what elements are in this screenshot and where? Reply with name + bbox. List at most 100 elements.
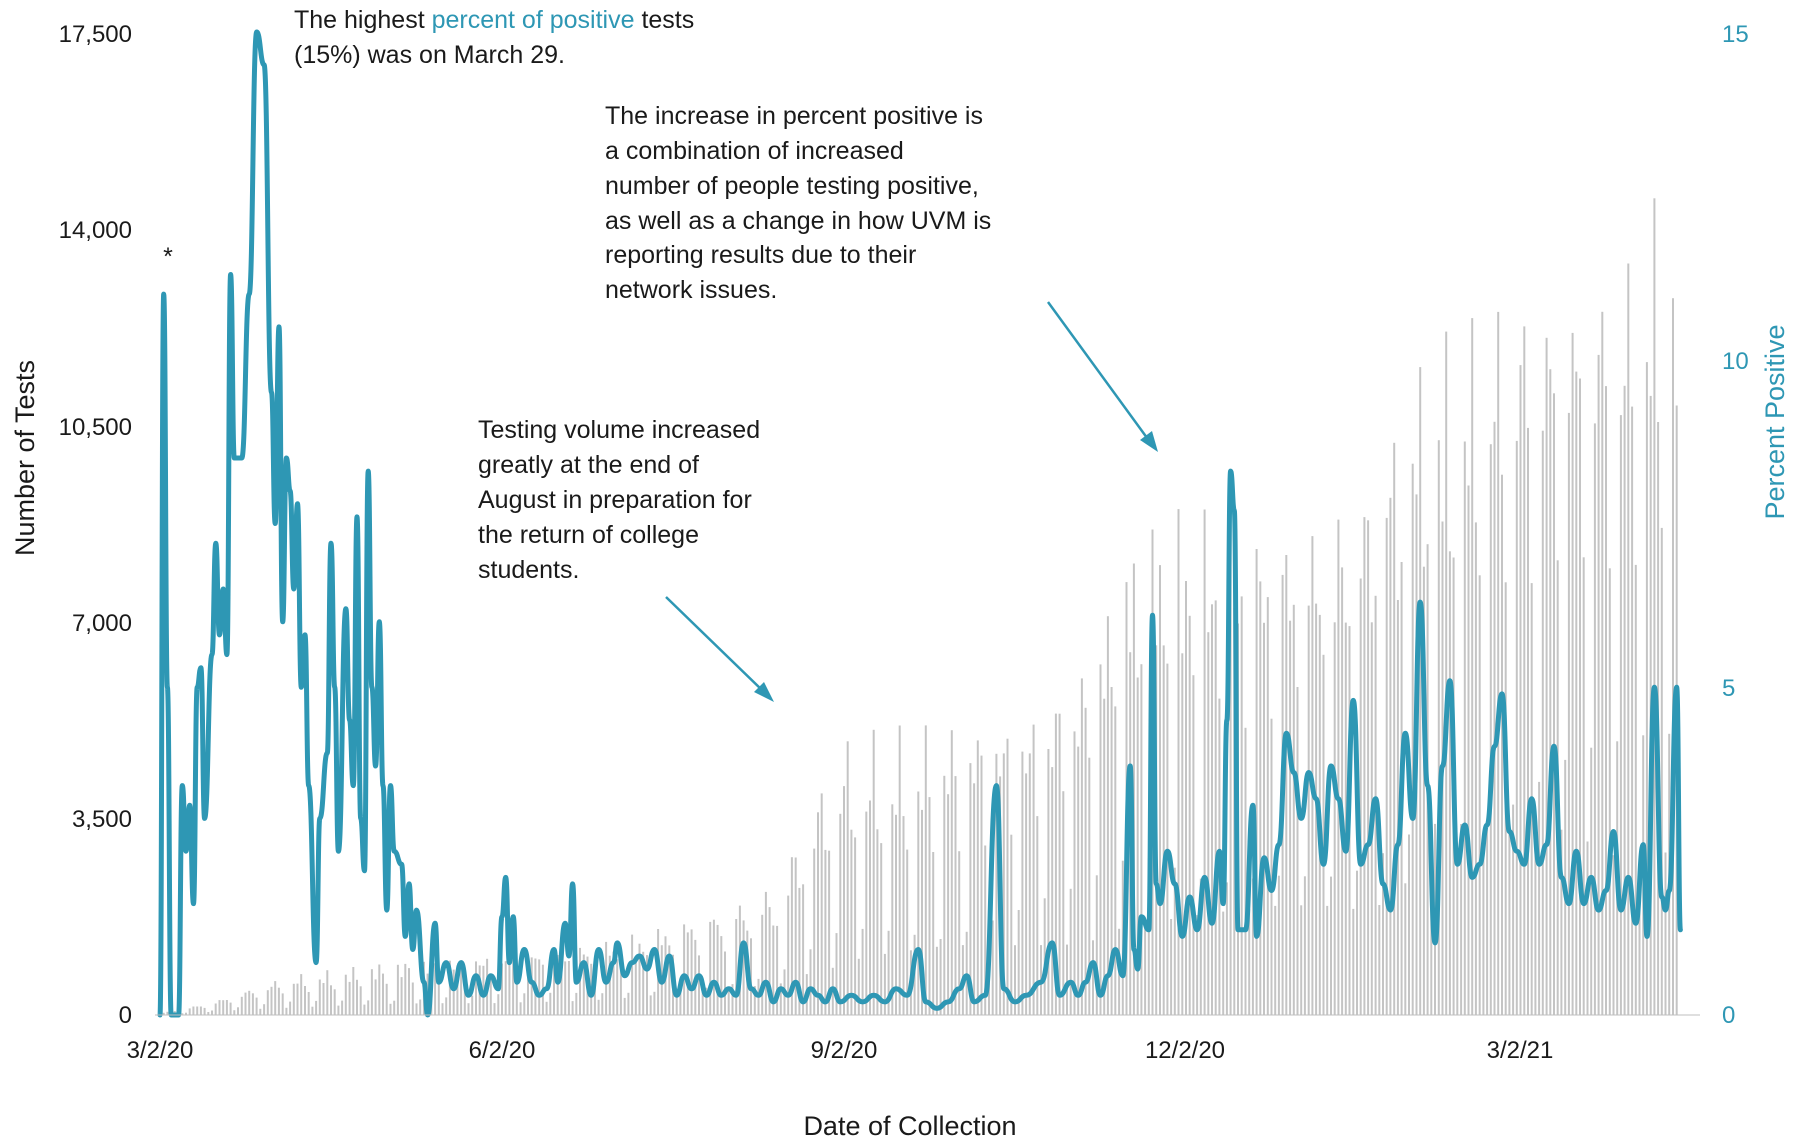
tests-bar — [1422, 566, 1425, 1015]
tests-bar — [1292, 604, 1295, 1015]
tests-bar — [1140, 664, 1143, 1015]
tests-bar — [382, 973, 384, 1015]
tests-bar — [880, 843, 883, 1015]
tests-bar — [203, 1007, 206, 1015]
tests-bar — [1638, 865, 1641, 1015]
tests-bar — [192, 1006, 195, 1015]
tests-bar — [750, 938, 752, 1015]
tests-bar — [396, 964, 399, 1015]
tests-bar — [1404, 883, 1407, 1015]
tests-bar — [515, 969, 518, 1015]
tests-bar — [318, 979, 321, 1015]
tests-bar — [229, 1002, 232, 1015]
tests-bar — [1512, 804, 1515, 1015]
tests-bar — [843, 786, 845, 1015]
tests-bar — [564, 961, 567, 1015]
tests-bar — [497, 994, 500, 1015]
tests-bar — [1058, 713, 1061, 1015]
tests-bar — [1188, 615, 1191, 1015]
tests-bar — [794, 857, 797, 1015]
tests-bar — [1382, 853, 1384, 1015]
tests-bar — [1519, 365, 1522, 1016]
tests-bar — [1170, 919, 1173, 1015]
tests-bar — [1344, 622, 1347, 1015]
tests-bar — [482, 965, 485, 1015]
tests-bar — [1274, 905, 1277, 1015]
tests-bar — [214, 1003, 217, 1015]
tests-bar — [560, 956, 563, 1015]
tests-bar — [969, 763, 972, 1015]
left-axis: 0 3,500 7,000 10,500 14,000 17,500 — [59, 21, 132, 1029]
tests-bar — [311, 1006, 314, 1015]
tests-bar — [921, 809, 923, 1015]
tests-bar — [538, 959, 541, 1015]
annotation-volume-line: August in preparation for — [478, 486, 752, 514]
tests-bar — [898, 725, 901, 1015]
tests-bar — [779, 983, 782, 1015]
tests-bar — [683, 924, 686, 1015]
annotation-arrow-volume — [665, 596, 765, 693]
annotation-highest: The highest percent of positive tests — [294, 6, 694, 34]
tests-bar — [724, 951, 726, 1015]
tests-bar — [1062, 791, 1065, 1015]
tests-bar — [1378, 905, 1381, 1015]
tests-bar — [1207, 632, 1210, 1015]
tests-bar — [222, 1000, 225, 1015]
tests-bar — [850, 829, 853, 1015]
tests-bar — [1251, 878, 1254, 1015]
tests-bar — [322, 983, 325, 1015]
tests-bar — [761, 914, 764, 1015]
x-tick-label: 3/2/20 — [127, 1037, 194, 1064]
tests-bar — [1010, 834, 1013, 1015]
tests-bar — [263, 1004, 266, 1015]
tests-bar — [1333, 622, 1336, 1015]
tests-bar — [1486, 828, 1489, 1015]
tests-bar — [813, 848, 816, 1015]
asterisk-marker: * — [163, 243, 173, 271]
tests-bar — [1192, 675, 1195, 1015]
tests-bar — [434, 963, 437, 1015]
annotation-increase-line: reporting results due to their — [605, 241, 916, 269]
tests-bar — [928, 797, 931, 1015]
tests-bar — [1396, 600, 1399, 1015]
x-tick-label: 6/2/20 — [469, 1037, 536, 1064]
tests-bar — [1159, 565, 1161, 1015]
tests-bar — [460, 960, 463, 1015]
tests-bar — [1330, 876, 1332, 1015]
tests-bar — [1337, 519, 1340, 1015]
tests-bar — [504, 961, 507, 1015]
tests-bar — [411, 982, 414, 1015]
tests-bar — [883, 953, 886, 1015]
tests-bar — [1367, 520, 1370, 1015]
tests-bar — [668, 945, 671, 1015]
tests-bar — [1501, 474, 1503, 1015]
right-axis: 0 5 10 15 — [1722, 21, 1749, 1029]
tests-bar — [1307, 605, 1310, 1015]
tests-bar — [612, 951, 615, 1015]
tests-bar — [1225, 882, 1228, 1015]
annotation-increase-line: network issues. — [605, 276, 777, 304]
tests-bar — [1263, 622, 1265, 1015]
tests-bar — [251, 993, 254, 1015]
tests-bar — [374, 979, 377, 1015]
tests-bar — [1114, 706, 1117, 1015]
tests-bar — [1586, 841, 1589, 1015]
tests-bar — [1043, 898, 1046, 1015]
tests-bar — [1244, 727, 1247, 1015]
tests-bar — [166, 1011, 169, 1015]
tests-bar — [519, 1002, 522, 1015]
tests-bar — [1538, 781, 1541, 1015]
tests-bar — [1173, 867, 1176, 1015]
tests-bar — [289, 1001, 292, 1015]
tests-bar — [1177, 509, 1180, 1015]
tests-bar — [575, 992, 578, 1015]
right-tick-label: 15 — [1722, 21, 1749, 48]
tests-bar — [1363, 517, 1366, 1015]
x-axis: 3/2/20 6/2/20 9/2/20 12/2/20 3/2/21 — [127, 1037, 1554, 1064]
tests-bar — [1608, 568, 1611, 1015]
tests-bar — [512, 958, 515, 1015]
tests-bar — [861, 928, 864, 1015]
tests-bar — [1066, 944, 1068, 1015]
annotation-increase-line: The increase in percent positive is — [605, 102, 983, 130]
tests-bar — [348, 981, 351, 1015]
